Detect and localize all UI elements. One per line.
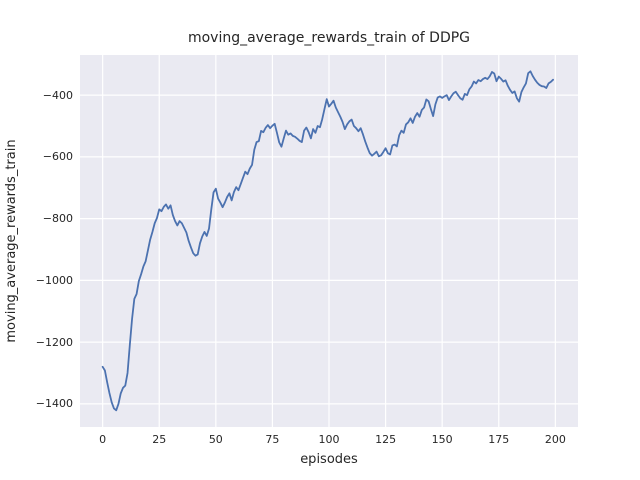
y-axis-label: moving_average_rewards_train bbox=[4, 139, 19, 343]
x-tick-label: 125 bbox=[375, 433, 397, 446]
plot-area bbox=[80, 55, 578, 427]
y-tick-label: −800 bbox=[42, 212, 73, 226]
x-tick-label: 200 bbox=[544, 433, 566, 446]
x-tick-label: 175 bbox=[488, 433, 510, 446]
x-tick-label: 75 bbox=[265, 433, 280, 446]
y-tick-label: −1400 bbox=[35, 397, 73, 411]
x-tick-label: 0 bbox=[99, 433, 107, 446]
y-tick-label: −1000 bbox=[35, 273, 73, 287]
chart-title: moving_average_rewards_train of DDPG bbox=[187, 30, 471, 46]
y-tick-label: −400 bbox=[42, 88, 73, 102]
x-tick-label: 50 bbox=[208, 433, 223, 446]
x-tick-label: 150 bbox=[431, 433, 453, 446]
line-chart bbox=[80, 55, 578, 427]
x-tick-label: 25 bbox=[152, 433, 167, 446]
x-tick-label: 100 bbox=[318, 433, 340, 446]
data-line bbox=[101, 70, 555, 412]
y-tick-label: −600 bbox=[42, 150, 73, 164]
x-axis-label: episodes bbox=[300, 452, 358, 467]
y-tick-label: −1200 bbox=[35, 335, 73, 349]
